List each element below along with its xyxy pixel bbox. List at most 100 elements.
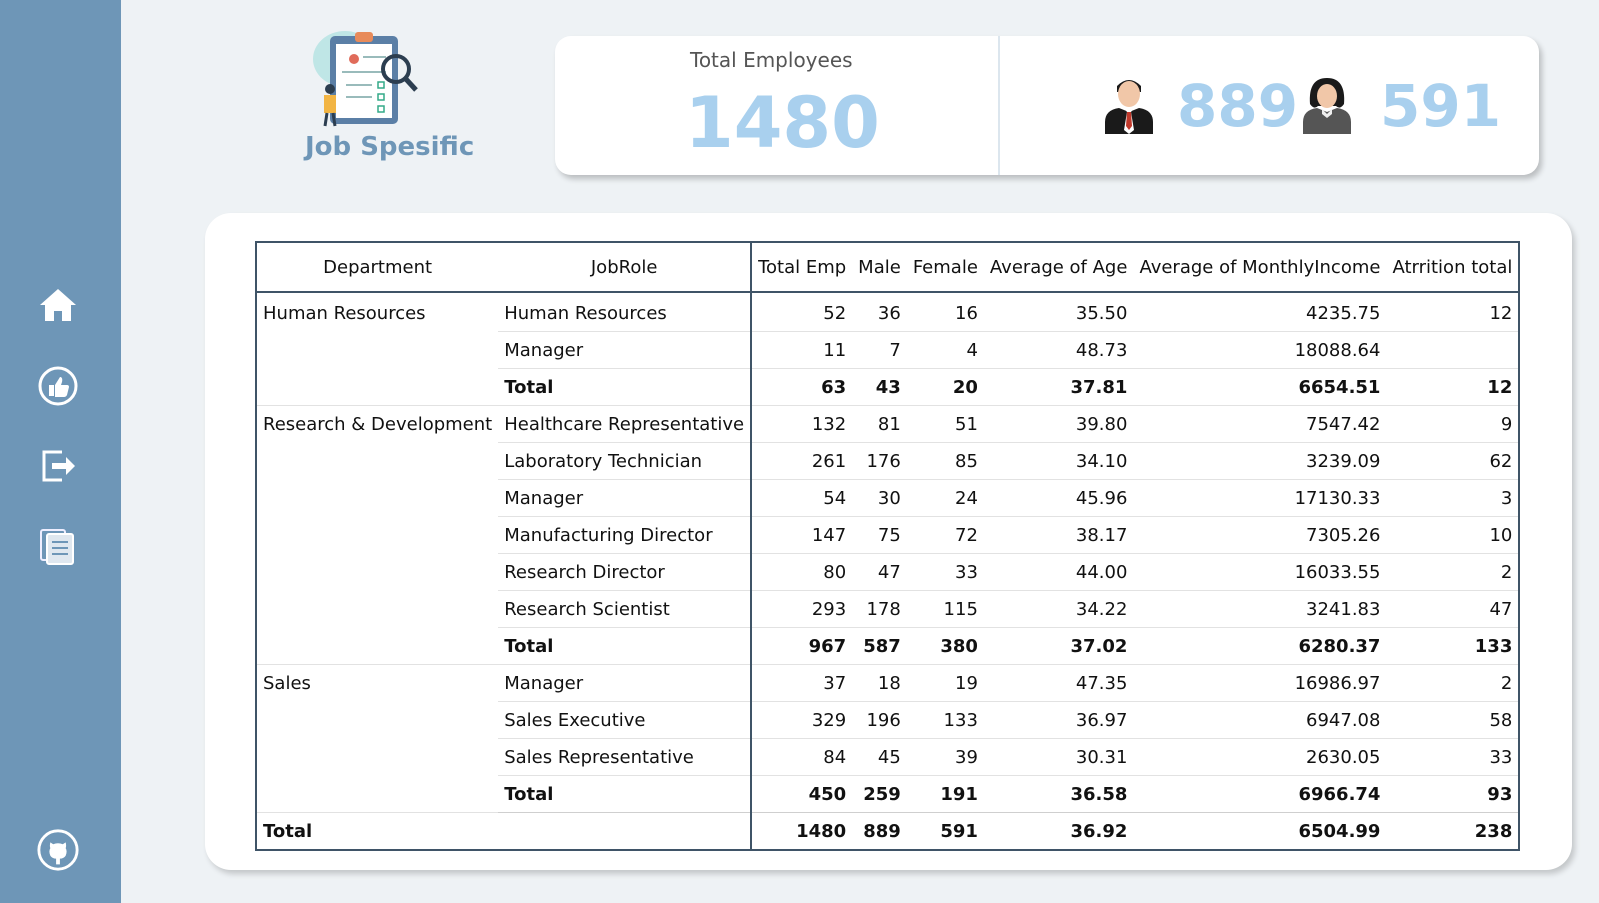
table-row[interactable]: Research Scientist 293 178 115 34.22 3241.83 4… xyxy=(256,590,1520,628)
clipboard-magnifier-icon xyxy=(313,31,418,127)
table-row[interactable]: Research & Development Healthcare Represe… xyxy=(256,405,1520,443)
cell-average-income: 16986.97 xyxy=(1133,664,1387,702)
cell-attrition-total: 238 xyxy=(1386,812,1520,850)
cell-average-age: 34.22 xyxy=(983,590,1134,628)
table-row[interactable]: Sales Representative 84 45 39 30.31 2630.05 33 xyxy=(256,738,1520,776)
cell-jobrole: Manager xyxy=(498,664,753,702)
cell-female: 191 xyxy=(906,775,984,813)
cell-attrition-total: 9 xyxy=(1386,405,1520,443)
table-row[interactable]: Laboratory Technician 261 176 85 34.10 3239.0… xyxy=(256,442,1520,480)
cell-male: 176 xyxy=(852,442,907,480)
nav-attrition-button[interactable] xyxy=(36,444,80,488)
cell-male: 7 xyxy=(852,331,907,369)
github-link-button[interactable] xyxy=(36,828,80,872)
cell-female: 33 xyxy=(906,553,984,591)
cell-average-income: 6280.37 xyxy=(1133,627,1387,665)
cell-attrition-total xyxy=(1386,331,1520,369)
cell-jobrole: Laboratory Technician xyxy=(498,442,753,480)
cell-average-age: 30.31 xyxy=(983,738,1134,776)
cell-average-age: 36.92 xyxy=(983,812,1134,850)
col-header-department[interactable]: Department xyxy=(256,242,499,293)
table-row[interactable]: Manager 54 30 24 45.96 17130.33 3 xyxy=(256,479,1520,517)
table-row[interactable]: Research Director 80 47 33 44.00 16033.55 2 xyxy=(256,553,1520,591)
nav-home-button[interactable] xyxy=(36,283,80,327)
cell-average-age: 34.10 xyxy=(983,442,1134,480)
cell-average-age: 47.35 xyxy=(983,664,1134,702)
col-header-attrition-total[interactable]: Atrrition total xyxy=(1386,242,1520,293)
table-row[interactable]: Manufacturing Director 147 75 72 38.17 7305.2… xyxy=(256,516,1520,554)
cell-jobrole: Manufacturing Director xyxy=(498,516,753,554)
table-row[interactable]: Manager 11 7 4 48.73 18088.64 xyxy=(256,331,1520,369)
cell-department xyxy=(256,443,498,480)
cell-jobrole: Sales Representative xyxy=(498,738,753,776)
cell-attrition-total: 62 xyxy=(1386,442,1520,480)
cell-department xyxy=(256,702,498,739)
table-row[interactable]: Sales Manager 37 18 19 47.35 16986.97 2 xyxy=(256,664,1520,702)
col-header-male[interactable]: Male xyxy=(852,242,907,293)
cell-female: 133 xyxy=(906,701,984,739)
cell-male: 587 xyxy=(852,627,907,665)
kpi-divider xyxy=(998,36,1000,175)
table-row[interactable]: Human Resources Human Resources 52 36 16 35.5… xyxy=(256,291,1520,332)
cell-department xyxy=(256,628,498,665)
cell-average-income: 7305.26 xyxy=(1133,516,1387,554)
col-header-average-age[interactable]: Average of Age xyxy=(983,242,1134,293)
cell-male: 75 xyxy=(852,516,907,554)
cell-male: 43 xyxy=(852,368,907,406)
col-header-jobrole[interactable]: JobRole xyxy=(498,242,753,293)
cell-total-emp: 293 xyxy=(751,590,853,628)
cell-female: 4 xyxy=(906,331,984,369)
cell-department: Sales xyxy=(256,664,499,702)
cell-attrition-total: 93 xyxy=(1386,775,1520,813)
table-row[interactable]: Sales Executive 329 196 133 36.97 6947.08 58 xyxy=(256,701,1520,739)
cell-average-age: 37.81 xyxy=(983,368,1134,406)
cell-department xyxy=(256,591,498,628)
cell-jobrole xyxy=(498,812,753,850)
cell-total-emp: 132 xyxy=(751,405,853,443)
table-row[interactable]: Total 1480 889 591 36.92 6504.99 238 xyxy=(256,812,1520,850)
cell-average-income: 17130.33 xyxy=(1133,479,1387,517)
cell-average-age: 37.02 xyxy=(983,627,1134,665)
cell-average-income: 4235.75 xyxy=(1133,291,1387,332)
male-person-icon xyxy=(1105,80,1153,134)
page-title: Job Spesific xyxy=(305,132,475,162)
cell-total-emp: 11 xyxy=(751,331,853,369)
nav-overview-button[interactable] xyxy=(36,364,80,408)
cell-average-age: 36.58 xyxy=(983,775,1134,813)
cell-attrition-total: 12 xyxy=(1386,291,1520,332)
cell-average-age: 36.97 xyxy=(983,701,1134,739)
job-role-matrix: Department JobRole Total Emp Male Female… xyxy=(255,241,1521,851)
table-row[interactable]: Total 967 587 380 37.02 6280.37 133 xyxy=(256,627,1520,665)
total-employees-label: Total Employees xyxy=(690,48,853,72)
cell-average-age: 38.17 xyxy=(983,516,1134,554)
cell-female: 39 xyxy=(906,738,984,776)
table-row[interactable]: Total 63 43 20 37.81 6654.51 12 xyxy=(256,368,1520,406)
table-row[interactable]: Total 450 259 191 36.58 6966.74 93 xyxy=(256,775,1520,813)
col-header-total-emp[interactable]: Total Emp xyxy=(751,242,853,293)
cell-average-income: 18088.64 xyxy=(1133,331,1387,369)
col-header-average-income[interactable]: Average of MonthlyIncome xyxy=(1133,242,1387,293)
cell-attrition-total: 2 xyxy=(1386,664,1520,702)
cell-total-emp: 37 xyxy=(751,664,853,702)
cell-male: 45 xyxy=(852,738,907,776)
cell-male: 30 xyxy=(852,479,907,517)
cell-male: 18 xyxy=(852,664,907,702)
cell-male: 36 xyxy=(852,291,907,332)
cell-female: 19 xyxy=(906,664,984,702)
cell-department xyxy=(256,332,498,369)
cell-department xyxy=(256,369,498,406)
cell-jobrole: Healthcare Representative xyxy=(498,405,753,443)
cell-total-emp: 84 xyxy=(751,738,853,776)
cell-average-income: 6947.08 xyxy=(1133,701,1387,739)
col-header-female[interactable]: Female xyxy=(906,242,984,293)
cell-attrition-total: 10 xyxy=(1386,516,1520,554)
cell-jobrole: Manager xyxy=(498,331,753,369)
cell-female: 380 xyxy=(906,627,984,665)
cell-female: 72 xyxy=(906,516,984,554)
cell-jobrole: Human Resources xyxy=(498,291,753,332)
cell-total-emp: 80 xyxy=(751,553,853,591)
cell-total-emp: 1480 xyxy=(751,812,853,850)
table-header-row: Department JobRole Total Emp Male Female… xyxy=(256,242,1520,293)
home-icon xyxy=(40,289,76,321)
nav-job-specific-button[interactable] xyxy=(36,523,80,567)
